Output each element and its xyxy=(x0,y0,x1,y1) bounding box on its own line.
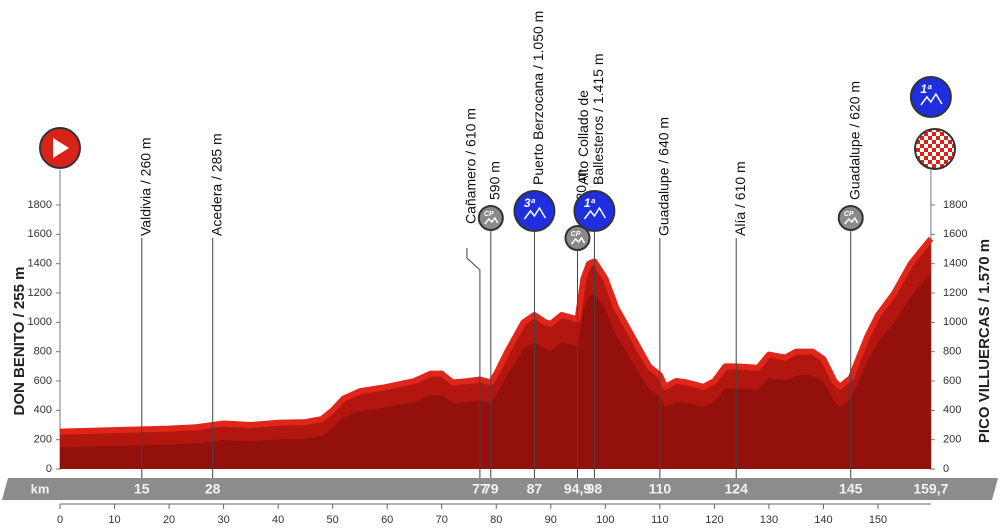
waypoint-km: 79 xyxy=(483,481,499,497)
x-tick-label: 10 xyxy=(108,514,120,526)
icon-label: CP xyxy=(844,211,854,218)
x-tick-label: 40 xyxy=(272,514,284,526)
x-tick-label: 90 xyxy=(545,514,557,526)
profile-area xyxy=(60,238,931,469)
waypoint-name: Guadalupe / 640 m xyxy=(656,117,672,236)
icon-label: 3ª xyxy=(524,196,536,210)
waypoint-name: Acedera / 285 m xyxy=(208,133,224,236)
start-label: DON BENITO / 255 m xyxy=(11,267,28,416)
y-tick-label: 1600 xyxy=(28,228,52,240)
x-tick-label: 70 xyxy=(436,514,448,526)
waypoint-name: Valdivia / 260 m xyxy=(138,137,154,236)
y-tick-label-right: 600 xyxy=(943,375,961,387)
x-tick-label: 20 xyxy=(163,514,175,526)
mountain-glyph xyxy=(920,92,943,106)
x-tick-label: 110 xyxy=(651,514,669,526)
climb-icon xyxy=(909,76,952,118)
y-tick-label: 800 xyxy=(34,346,52,358)
waypoint-km: 110 xyxy=(649,481,672,497)
y-tick-label: 600 xyxy=(34,375,52,387)
mountain-glyph xyxy=(583,206,607,220)
y-tick-label-right: 1400 xyxy=(943,258,967,270)
x-tick-label: 0 xyxy=(57,514,63,526)
waypoint-km: 124 xyxy=(725,481,749,497)
y-tick-label: 400 xyxy=(34,404,52,416)
waypoint-km: 94,9 xyxy=(564,481,591,497)
start-icon xyxy=(39,127,81,169)
y-tick-label-right: 200 xyxy=(943,434,961,446)
y-tick-label: 1200 xyxy=(28,287,52,299)
y-tick-label-right: 400 xyxy=(943,404,961,416)
finish-flag-icon xyxy=(914,128,956,170)
y-tick-label-right: 1600 xyxy=(943,228,967,240)
y-tick-label: 200 xyxy=(34,434,52,446)
waypoint-km: 87 xyxy=(527,481,543,497)
checkpoint-icon xyxy=(837,205,864,231)
km-bar xyxy=(2,478,998,500)
checkpoint-icon xyxy=(477,205,504,231)
icon-label: 1ª xyxy=(920,82,932,96)
waypoint-name: Ballesteros / 1.415 m xyxy=(590,53,606,185)
x-tick-label: 80 xyxy=(490,514,502,526)
x-tick-label: 100 xyxy=(596,514,614,526)
leader-line xyxy=(466,248,481,478)
profile-shade xyxy=(60,273,931,469)
profile-top xyxy=(59,236,934,435)
x-tick-label: 30 xyxy=(217,514,229,526)
mountain-glyph xyxy=(844,216,859,225)
km-unit: km xyxy=(31,481,50,496)
x-tick-label: 120 xyxy=(705,514,723,526)
y-tick-label: 0 xyxy=(46,463,52,475)
waypoint-name: Alto Collado de xyxy=(575,90,591,185)
mountain-glyph xyxy=(523,206,547,220)
icon-label: 1ª xyxy=(584,196,596,210)
waypoint-name: Puerto Berzocana / 1.050 m xyxy=(530,11,546,185)
y-tick-label: 1400 xyxy=(28,258,52,270)
x-tick-label: 130 xyxy=(760,514,778,526)
waypoint-km: 159,7 xyxy=(913,481,948,497)
mountain-glyph xyxy=(484,216,499,225)
waypoint-name: 590 m xyxy=(487,161,503,200)
y-tick-label-right: 800 xyxy=(943,346,961,358)
waypoint-km: 77 xyxy=(472,481,488,497)
y-tick-label-right: 1000 xyxy=(943,316,967,328)
x-tick-label: 50 xyxy=(327,514,339,526)
finish-label: PICO VILLUERCAS / 1.570 m xyxy=(976,239,993,443)
y-tick-label-right: 1200 xyxy=(943,287,967,299)
waypoint-name: Alía / 610 m xyxy=(732,161,748,236)
x-tick-label: 150 xyxy=(869,514,887,526)
y-tick-label-right: 1800 xyxy=(943,199,967,211)
waypoint-km: 28 xyxy=(205,481,221,497)
waypoint-km: 98 xyxy=(587,481,603,497)
icon-label: CP xyxy=(484,211,494,218)
x-tick-label: 140 xyxy=(814,514,832,526)
waypoint-km: 145 xyxy=(839,481,863,497)
icon-label: CP xyxy=(571,231,581,238)
mountain-glyph xyxy=(570,236,586,245)
y-tick-label-right: 0 xyxy=(943,463,949,475)
waypoint-name: Guadalupe / 620 m xyxy=(846,81,862,200)
x-tick-label: 60 xyxy=(381,514,393,526)
y-tick-label: 1800 xyxy=(28,199,52,211)
waypoint-name: Cañamero / 610 m xyxy=(463,108,479,224)
y-tick-label: 1000 xyxy=(28,316,52,328)
waypoint-km: 15 xyxy=(134,481,150,497)
